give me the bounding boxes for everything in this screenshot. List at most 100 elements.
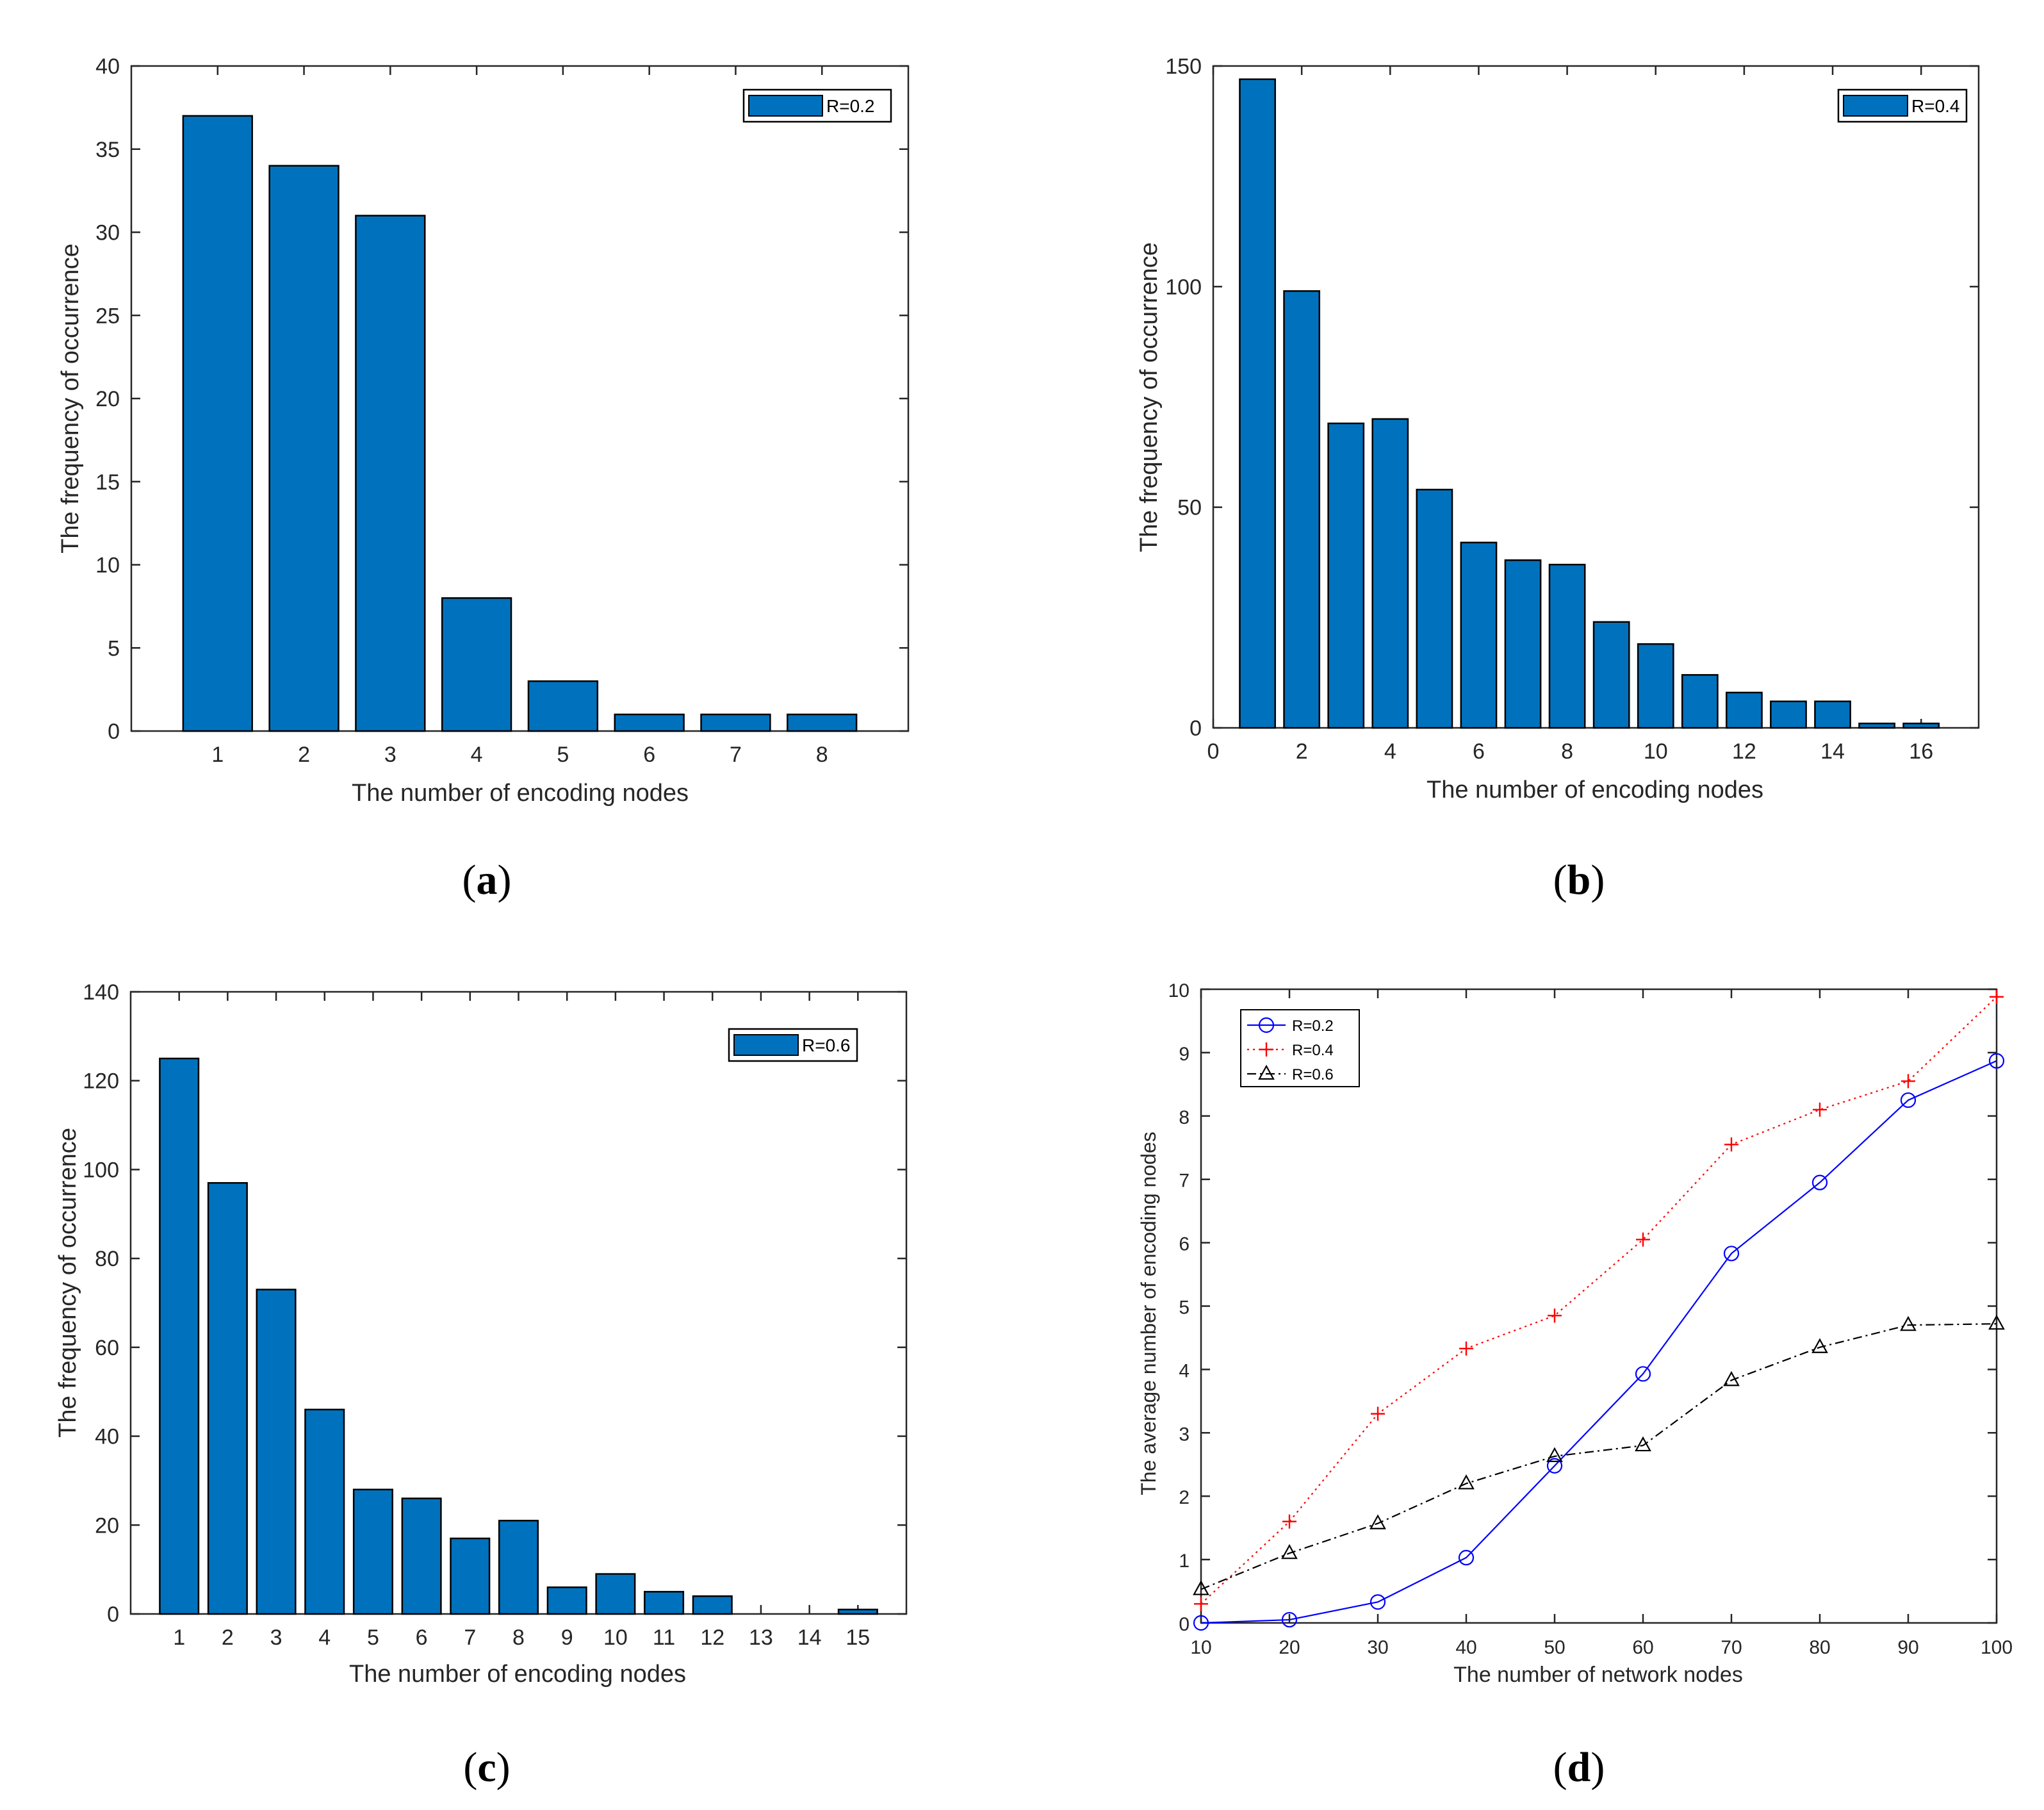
panel-a-x-tick-label: 3 xyxy=(384,743,397,767)
panel-d-x-tick-label: 50 xyxy=(1544,1637,1565,1658)
panel-c-x-tick-label: 7 xyxy=(464,1625,476,1650)
panel-a-y-tick-label: 10 xyxy=(95,554,120,578)
panel-b-y-tick-label: 0 xyxy=(1190,716,1202,741)
panel-d-caption: (d) xyxy=(1553,1744,1605,1791)
panel-b-bar-15 xyxy=(1858,722,1896,729)
panel-d-point-plus xyxy=(1371,1406,1385,1421)
panel-c-y-tick-label: 120 xyxy=(83,1069,119,1094)
panel-d-point-plus xyxy=(1901,1074,1915,1089)
panel-d-x-tick-label: 80 xyxy=(1809,1637,1830,1658)
panel-d-y-tick-label: 6 xyxy=(1179,1234,1190,1255)
panel-d-point-circle xyxy=(1900,1092,1917,1108)
panel-d-x-tick-label: 40 xyxy=(1455,1637,1476,1658)
panel-c-bar-3 xyxy=(256,1288,297,1615)
panel-b-bar-7 xyxy=(1504,559,1542,729)
panel-d-y-tick-label: 8 xyxy=(1179,1107,1190,1128)
panel-b-x-tick-label: 12 xyxy=(1732,739,1756,764)
panel-c-x-tick-label: 3 xyxy=(270,1625,282,1650)
panel-d-y-tick-label: 10 xyxy=(1168,980,1190,1001)
panel-b-caption-letter: b xyxy=(1567,857,1591,903)
panel-c-x-tick-label: 12 xyxy=(700,1625,724,1650)
panel-c-bar-6 xyxy=(401,1497,442,1615)
panel-c-x-tick-label: 1 xyxy=(173,1625,185,1650)
panel-b-legend-label: R=0.4 xyxy=(1911,96,1960,116)
panel-a-bar-8 xyxy=(787,713,858,732)
panel-a-y-tick-label: 5 xyxy=(108,636,120,661)
panel-c-bar-4 xyxy=(304,1408,345,1615)
panel-b-x-tick-label: 2 xyxy=(1296,739,1308,764)
panel-d-y-tick-label: 2 xyxy=(1179,1487,1190,1508)
panel-a-x-tick-label: 1 xyxy=(211,743,224,767)
panel-c-caption: (c) xyxy=(463,1744,510,1791)
panel-d-point-circle xyxy=(1635,1366,1651,1382)
panel-b-bar-8 xyxy=(1548,563,1586,729)
panel-d-point-plus xyxy=(1813,1102,1827,1117)
panel-d-y-axis-label: The average number of encoding nodes xyxy=(1137,1131,1160,1495)
panel-d-y-tick-label: 5 xyxy=(1179,1297,1190,1319)
panel-a-bar-2 xyxy=(268,165,339,732)
panel-a-legend: R=0.2 xyxy=(742,88,892,123)
panel-a-legend-label: R=0.2 xyxy=(826,96,875,116)
panel-b-bar-1 xyxy=(1239,78,1276,729)
panel-b-bar-5 xyxy=(1416,488,1453,729)
panel-b-bar-11 xyxy=(1681,674,1719,729)
panel-a-bar-1 xyxy=(182,115,253,732)
panel-d-point-plus xyxy=(1282,1514,1296,1529)
panel-d-series-line xyxy=(1200,1323,1997,1590)
panel-d-x-tick-label: 30 xyxy=(1367,1637,1388,1658)
panel-d-legend-label: R=0.2 xyxy=(1292,1017,1334,1035)
panel-c-x-tick-label: 8 xyxy=(512,1625,525,1650)
panel-d-x-tick-label: 20 xyxy=(1279,1637,1300,1658)
panel-d-point-circle xyxy=(1988,1053,2005,1069)
panel-b-caption: (b) xyxy=(1553,857,1605,903)
panel-d-point-triangle xyxy=(1723,1370,1740,1386)
panel-c-x-tick-label: 10 xyxy=(603,1625,628,1650)
panel-a-plot-area: 0 5 10 15 20 25 30 35 40 1 2 3 4 5 6 7 8 R=0.2 xyxy=(95,54,910,767)
panel-c-caption-letter: c xyxy=(477,1744,496,1791)
panel-a-bar-6 xyxy=(614,713,685,732)
panel-b-x-tick-label: 4 xyxy=(1384,739,1396,764)
panel-c-x-tick-label: 13 xyxy=(749,1625,773,1650)
panel-d-legend: R=0.2 R=0.4 R=0.6 xyxy=(1240,1009,1360,1087)
panel-a-x-tick-label: 2 xyxy=(298,743,310,767)
panel-b-legend: R=0.4 xyxy=(1837,88,1968,123)
panel-d-point-plus xyxy=(1990,989,2004,1004)
panel-c-x-axis-label: The number of encoding nodes xyxy=(349,1661,686,1688)
panel-b-bar-3 xyxy=(1327,422,1365,729)
panel-a-x-tick-label: 4 xyxy=(471,743,483,767)
panel-c-y-axis-label: The frequency of occurrence xyxy=(54,1128,81,1438)
panel-d-series-line xyxy=(1200,996,1997,1605)
panel-d-point-circle xyxy=(1369,1594,1386,1610)
panel-d-x-axis-label: The number of network nodes xyxy=(1453,1663,1743,1687)
panel-d-point-plus xyxy=(1724,1137,1738,1152)
panel-a-legend-swatch xyxy=(748,95,823,117)
panel-d-point-circle xyxy=(1546,1458,1563,1474)
panel-b-x-tick-label: 14 xyxy=(1820,739,1845,764)
panel-d-y-tick-label: 0 xyxy=(1179,1614,1190,1635)
panel-c-x-tick-label: 6 xyxy=(416,1625,428,1650)
panel-d-point-triangle xyxy=(1988,1314,2005,1330)
panel-c-x-tick-label: 4 xyxy=(318,1625,331,1650)
panel-d-point-triangle xyxy=(1900,1315,1917,1331)
panel-d-x-tick-label: 10 xyxy=(1190,1637,1211,1658)
panel-c-bar-2 xyxy=(207,1181,248,1615)
panel-d-point-triangle xyxy=(1458,1474,1475,1490)
panel-c-bar-11 xyxy=(644,1591,685,1615)
panel-c-x-tick-label: 5 xyxy=(367,1625,379,1650)
panel-b-bar-2 xyxy=(1283,290,1321,729)
panel-d-point-triangle xyxy=(1635,1436,1651,1452)
panel-b-y-axis-label: The frequency of occurrence xyxy=(1136,242,1163,552)
panel-b-y-tick-label: 150 xyxy=(1165,54,1202,79)
panel-d-point-triangle xyxy=(1811,1338,1828,1353)
panel-d-y-tick-label: 3 xyxy=(1179,1424,1190,1445)
panel-a: 0 5 10 15 20 25 30 35 40 1 2 3 4 5 6 7 8 R=0.2 The number… xyxy=(57,54,910,903)
panel-d-point-triangle xyxy=(1193,1580,1209,1595)
panel-d-series-R-06 xyxy=(1193,1314,2005,1595)
panel-c-bar-5 xyxy=(352,1488,393,1615)
panel-b-x-tick-label: 0 xyxy=(1207,739,1220,764)
panel-d-x-tick-label: 90 xyxy=(1897,1637,1918,1658)
panel-b-bar-6 xyxy=(1460,541,1498,729)
